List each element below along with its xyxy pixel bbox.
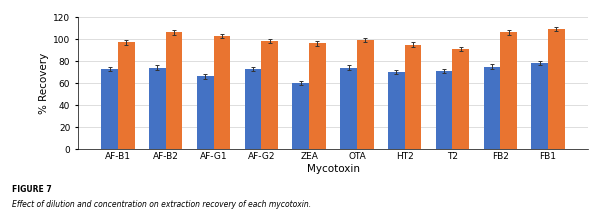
Bar (500, 32, 517, 149)
Bar (214, 36, 230, 149)
Bar (548, 29, 565, 149)
Bar (101, 69, 118, 149)
Bar (262, 41, 278, 149)
Bar (452, 49, 469, 149)
Bar (149, 68, 166, 149)
Bar (436, 71, 452, 149)
Text: Effect of dilution and concentration on extraction recovery of each mycotoxin.: Effect of dilution and concentration on … (12, 200, 311, 209)
Bar (404, 45, 421, 149)
Bar (118, 42, 134, 149)
Bar (532, 63, 548, 149)
Text: FIGURE 7: FIGURE 7 (12, 185, 52, 194)
Bar (292, 83, 309, 149)
Bar (340, 68, 357, 149)
Bar (484, 67, 500, 149)
Y-axis label: % Recovery: % Recovery (39, 52, 49, 114)
Bar (388, 72, 404, 149)
Bar (166, 32, 182, 149)
Bar (197, 76, 214, 149)
Bar (309, 43, 326, 149)
X-axis label: Mycotoxin: Mycotoxin (307, 164, 359, 174)
Bar (245, 69, 262, 149)
Bar (357, 40, 374, 149)
